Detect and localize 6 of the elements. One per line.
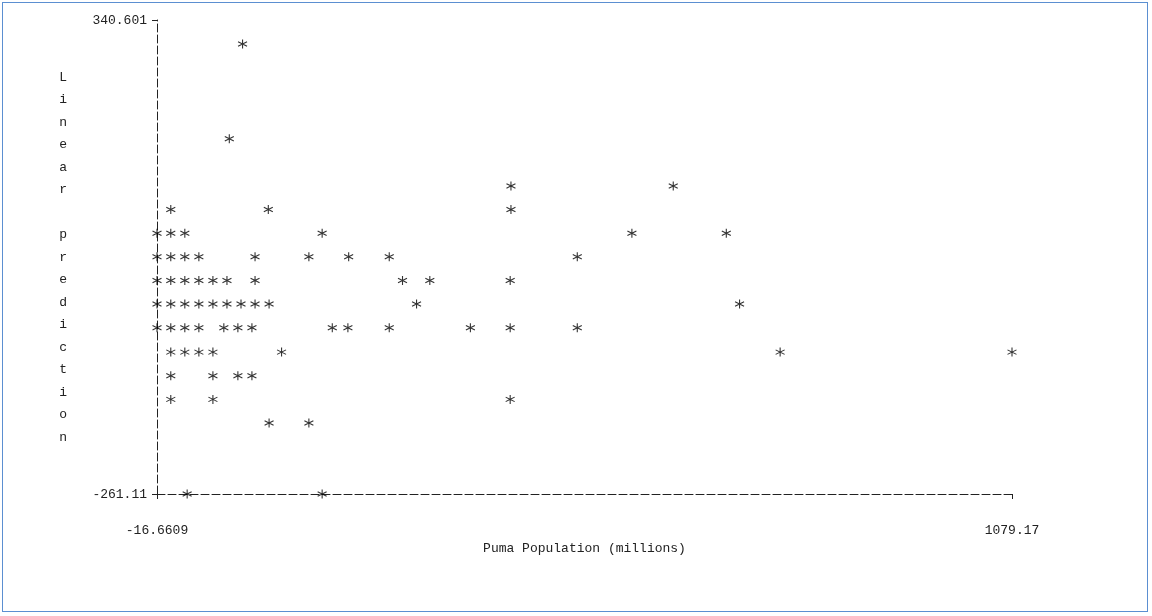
x-axis-title: Puma Population (millions) [483,540,686,556]
y-tick-label: -261.11 [92,486,148,502]
y-tick-label: 340.601 [92,12,148,28]
text: Linear prediction [59,69,67,445]
x-tick-label: 1079.17 [984,523,1040,538]
x-tick-label: -16.6609 [125,523,189,538]
